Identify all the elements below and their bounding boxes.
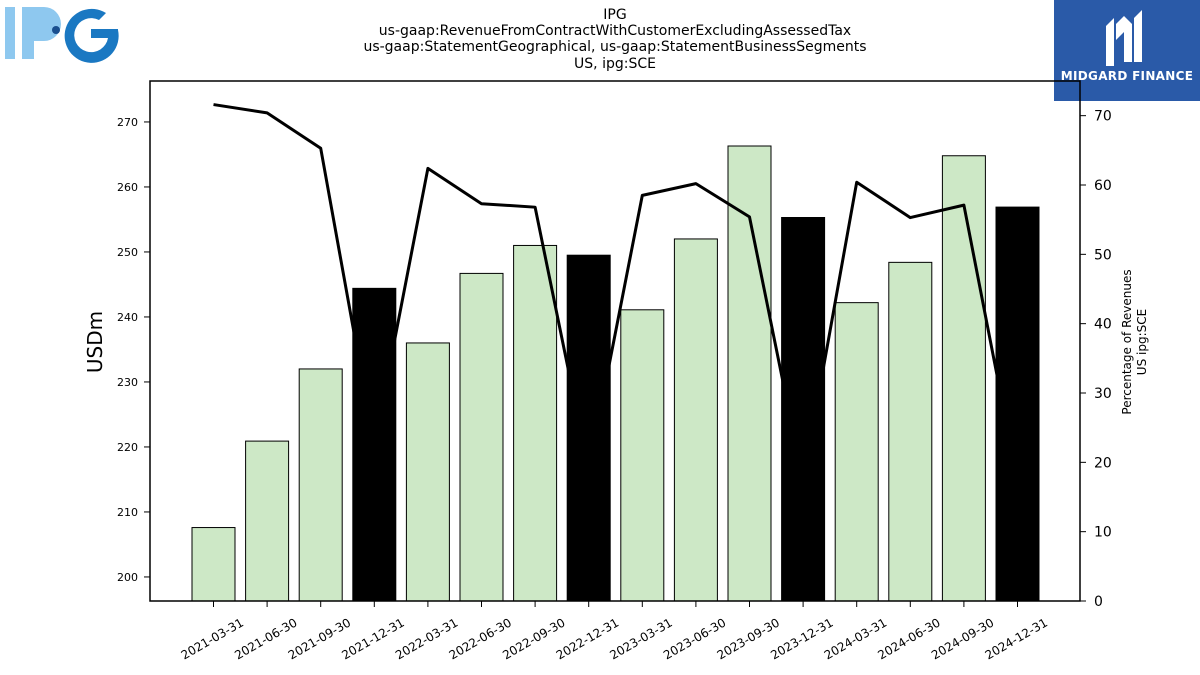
chart-title-line-1: IPG	[603, 7, 627, 23]
bar	[727, 145, 772, 602]
y-tick-label: 260	[117, 181, 138, 194]
y-right-tick-label: 40	[1094, 317, 1112, 333]
bar	[513, 244, 558, 602]
bar	[834, 302, 879, 602]
y-right-tick-label: 60	[1094, 178, 1112, 194]
y-right-tick-label: 0	[1094, 594, 1103, 610]
chart-axes: 2002102202302402502602700102030405060702…	[83, 80, 1149, 662]
bar	[352, 287, 397, 602]
bar	[888, 261, 933, 602]
y-right-tick-label: 50	[1094, 247, 1112, 263]
bar-series	[191, 145, 1040, 602]
y-right-axis-label-line-1: Percentage of Revenues	[1120, 269, 1134, 414]
y-right-tick-label: 30	[1094, 386, 1112, 402]
y-tick-label: 270	[117, 116, 138, 129]
y-right-tick-label: 20	[1094, 455, 1112, 471]
midgard-mark-icon	[1106, 10, 1142, 66]
y-tick-label: 250	[117, 246, 138, 259]
y-right-tick-label: 70	[1094, 109, 1112, 125]
bar	[245, 440, 290, 602]
bar	[191, 527, 236, 602]
chart-title-line-4: US, ipg:SCE	[574, 56, 656, 72]
bar	[941, 155, 986, 602]
chart-title-line-3: us-gaap:StatementGeographical, us-gaap:S…	[363, 39, 867, 55]
y-tick-label: 230	[117, 376, 138, 389]
percentage-line	[213, 103, 1019, 483]
brand-name: MIDGARD FINANCE	[1060, 69, 1194, 83]
bar	[566, 254, 611, 602]
plot-frame	[149, 80, 1081, 602]
bar	[405, 342, 450, 602]
bar	[620, 309, 665, 602]
y-tick-label: 200	[117, 571, 138, 584]
y-right-tick-label: 10	[1094, 525, 1112, 541]
midgard-finance-logo: MIDGARD FINANCE	[1054, 0, 1200, 101]
y-tick-label: 210	[117, 506, 138, 519]
ipg-logo	[5, 7, 119, 63]
bar	[673, 238, 718, 602]
bar	[298, 368, 343, 602]
y-tick-label: 240	[117, 311, 138, 324]
y-axis-label: USDm	[83, 311, 107, 373]
chart-title-line-2: us-gaap:RevenueFromContractWithCustomerE…	[378, 23, 852, 39]
percentage-line-series	[213, 103, 1019, 483]
bar	[459, 272, 504, 602]
y-tick-label: 220	[117, 441, 138, 454]
y-right-axis-label-line-2: US ipg:SCE	[1135, 309, 1149, 375]
